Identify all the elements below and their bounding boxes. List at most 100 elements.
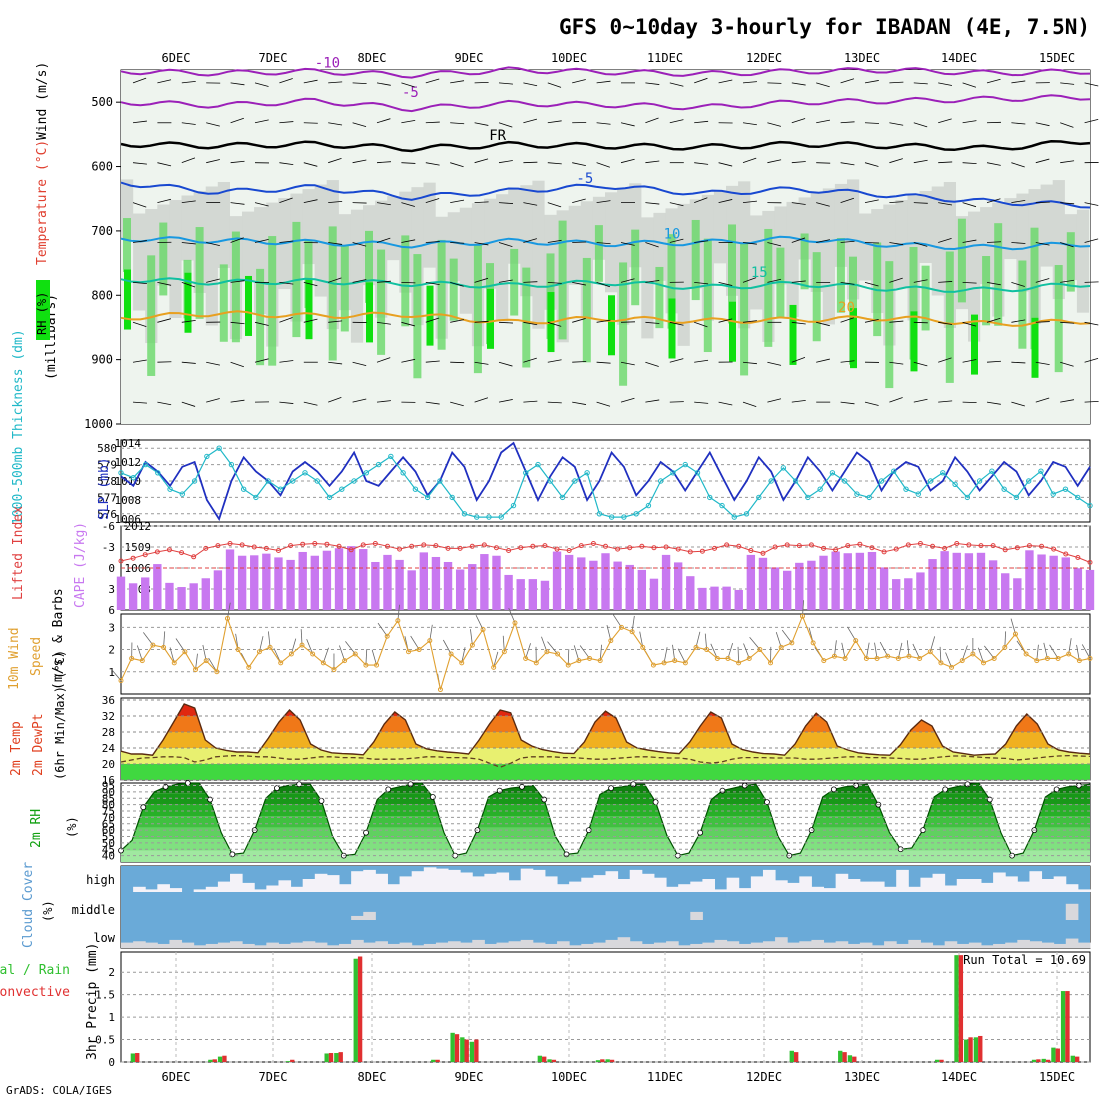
cloud-cell <box>1005 876 1018 892</box>
wind-barb <box>498 82 513 85</box>
rh-shade-gray <box>169 200 182 319</box>
wind-barb <box>132 120 147 124</box>
wind-barb <box>1035 397 1050 403</box>
cape-bar <box>468 564 477 610</box>
cape-bar <box>649 578 659 610</box>
wind-barb <box>227 602 231 619</box>
wind-barb <box>1060 321 1075 324</box>
wind-barb <box>450 319 465 323</box>
wind-barb <box>328 157 342 164</box>
wind-speed-point <box>1034 658 1040 664</box>
cloud-cell <box>423 867 437 892</box>
wind-barb <box>864 319 879 323</box>
rh-shade-gray <box>968 211 981 342</box>
wind-barb <box>498 160 513 164</box>
cloud-cell <box>532 942 546 948</box>
precip-total-bar <box>334 1053 339 1062</box>
li-point <box>433 543 439 549</box>
precip-total-bar <box>1070 1055 1075 1062</box>
rh-shade-gray <box>133 213 146 311</box>
wind-barb <box>913 202 928 204</box>
cloud-cell <box>375 941 388 948</box>
li-point <box>699 548 705 554</box>
slp-axis-label: SLP (mb) <box>97 457 112 520</box>
wind-barb <box>1010 618 1016 635</box>
slp-tick: 1014 <box>115 437 142 450</box>
precip-total-bar <box>208 1059 213 1062</box>
cape-bar <box>128 583 138 610</box>
wind-barb <box>1011 401 1025 407</box>
cloud-cell <box>980 945 994 948</box>
wind-barb <box>547 641 558 655</box>
cloud-cell <box>629 941 643 948</box>
wind-barb <box>572 401 587 405</box>
thickness-point <box>290 478 296 484</box>
cape-bar <box>250 555 259 610</box>
wind-speed-point <box>310 651 316 657</box>
wind-speed-point <box>182 649 188 655</box>
wind-barb <box>913 122 928 128</box>
cloud-cell <box>169 939 183 948</box>
wind-barb <box>425 198 440 203</box>
wind-speed-point <box>789 640 795 646</box>
rh-tick: 75 <box>102 805 115 818</box>
cloud-cell <box>242 882 255 892</box>
slp-tick: 1008 <box>115 494 142 507</box>
li-point <box>542 543 548 549</box>
wind-barb <box>889 361 904 365</box>
li-point <box>312 541 318 546</box>
li-point <box>905 542 911 548</box>
wind-barb <box>376 202 391 206</box>
thickness-point <box>1087 502 1093 509</box>
li-point <box>639 543 645 549</box>
rh-shade-green <box>691 219 700 301</box>
thickness-point <box>1001 486 1007 492</box>
wind-barb <box>1011 282 1025 287</box>
li-tick: 6 <box>108 604 115 617</box>
thickness-point <box>375 461 382 468</box>
wind-barb <box>938 118 952 124</box>
precip-total-bar <box>1051 1047 1056 1062</box>
cape-bar <box>153 564 162 610</box>
cloud-cell <box>956 943 970 948</box>
contour-label: 15 <box>751 265 768 281</box>
li-point <box>663 544 669 550</box>
wind-barb <box>401 202 415 207</box>
rh-shade-green <box>582 257 591 363</box>
li-point <box>275 548 281 553</box>
wind-barb <box>1060 122 1074 128</box>
wind-speed-point <box>927 649 933 655</box>
wind-barb <box>328 277 342 283</box>
wind-barb <box>376 400 391 403</box>
wind-barb <box>328 81 343 84</box>
wind-barb <box>279 121 294 124</box>
wind-barb <box>596 401 611 407</box>
wind-barb <box>929 636 936 652</box>
cloud-cell <box>363 869 376 892</box>
wind-barb <box>136 645 143 661</box>
wind-barb <box>567 649 570 666</box>
cloud-cell <box>1053 943 1067 948</box>
wind-barb <box>132 162 147 165</box>
cape-bar <box>601 553 610 610</box>
rh-shade-green <box>365 230 373 303</box>
cape-bar <box>637 569 647 610</box>
cape-bar <box>795 562 804 610</box>
li-point <box>300 541 306 547</box>
cape-bar <box>359 549 368 610</box>
wind-barb <box>279 401 294 404</box>
wind-barb <box>840 401 855 405</box>
li-tick: -3 <box>102 541 115 554</box>
wind-barb <box>669 321 684 326</box>
li-point <box>506 548 512 553</box>
wind-barb <box>523 238 537 243</box>
thickness-point <box>486 514 492 520</box>
cape-bar <box>1025 550 1034 610</box>
rh-shade-gray <box>859 213 872 281</box>
li-point <box>397 546 403 552</box>
profile-ytick-label: 500 <box>91 95 113 109</box>
wind-speed-point <box>384 633 390 639</box>
contour-label: -5 <box>402 85 419 101</box>
wind-speed-point <box>448 651 454 657</box>
cape-bar <box>322 550 332 610</box>
